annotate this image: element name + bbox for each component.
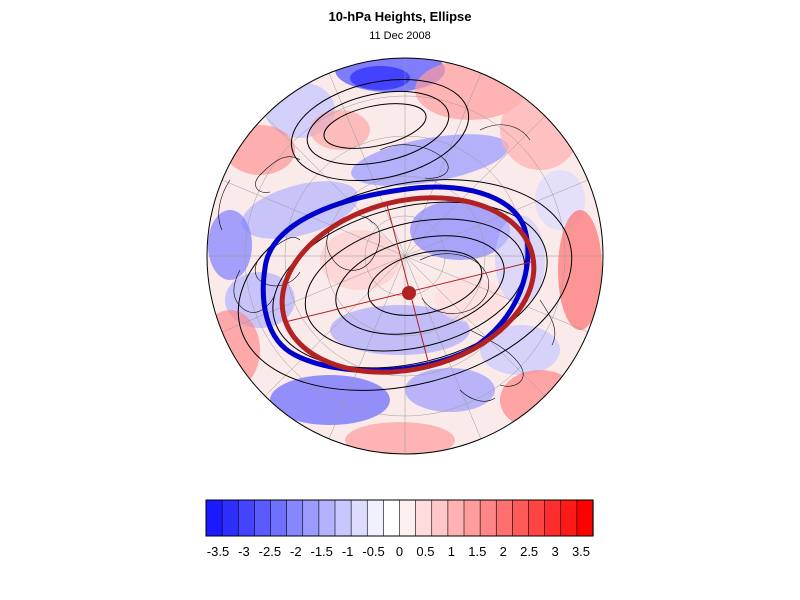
colorbar-cell	[254, 499, 272, 537]
height-contour	[323, 103, 427, 149]
anomaly-patch	[270, 375, 390, 425]
colorbar-cell	[399, 499, 417, 537]
map-date: 11 Dec 2008	[369, 30, 431, 42]
colorbar-tick-label: 2	[500, 544, 507, 559]
colorbar-tick-label: 1	[448, 544, 455, 559]
colorbar-cell	[334, 499, 352, 537]
height-contour	[335, 235, 505, 335]
colorbar-cell	[237, 499, 255, 537]
colorbar-cell	[576, 499, 594, 537]
colorbar-cell	[302, 499, 320, 537]
colorbar-cell	[205, 499, 223, 537]
coast-segment	[459, 389, 496, 402]
coast-segment	[218, 179, 231, 231]
colorbar-cell	[383, 499, 401, 537]
colorbar-cell	[560, 499, 578, 537]
colorbar-tick-label: -2.5	[259, 544, 281, 559]
coast-segment	[539, 299, 556, 346]
colorbar-cell	[366, 499, 384, 537]
height-contour	[272, 201, 548, 369]
height-contour	[306, 91, 450, 165]
fitted-ellipse	[279, 195, 537, 375]
height-contour	[237, 179, 573, 391]
vortex-edge-contour	[260, 184, 531, 374]
colorbar-cells	[205, 499, 594, 537]
colorbar-tick-label: 2.5	[520, 544, 538, 559]
anomaly-patch	[330, 305, 470, 355]
greenland-coast	[326, 215, 381, 271]
colorbar-tick-label: 1.5	[468, 544, 486, 559]
coastlines	[218, 124, 556, 402]
globe-content	[207, 58, 603, 454]
coast-segment	[233, 269, 276, 313]
colorbar-cell	[528, 499, 546, 537]
height-contours	[237, 78, 573, 391]
ellipse-minor-axis	[386, 204, 430, 366]
anomaly-patch	[410, 200, 510, 260]
colorbar-tick-label: -0.5	[362, 544, 384, 559]
anomaly-patch	[435, 278, 505, 322]
colorbar-cell	[447, 499, 465, 537]
globe-outline	[206, 57, 604, 455]
colorbar-cell	[495, 499, 513, 537]
colorbar-tick-label: 0	[396, 544, 403, 559]
colorbar-cell	[318, 499, 336, 537]
siberia-coast	[419, 253, 489, 314]
height-contour	[304, 218, 526, 352]
height-contour	[367, 250, 483, 316]
colorbar-cell	[350, 499, 368, 537]
colorbar-tick-label: -1.5	[311, 544, 333, 559]
anomaly-patch	[351, 134, 509, 186]
europe-coast	[379, 144, 449, 179]
anomaly-patch	[320, 230, 400, 290]
colorbar-tick-label: -3	[238, 544, 250, 559]
colorbar-cell	[221, 499, 239, 537]
colorbar-labels: -3.5 -3 -2.5 -2 -1.5 -1 -0.5 0 0.5 1 1.5 2 2.5 3 3.5	[207, 544, 590, 559]
polar-map	[206, 57, 604, 455]
colorbar-tick-label: 3.5	[572, 544, 590, 559]
colorbar-tick-label: -3.5	[207, 544, 229, 559]
colorbar-cell	[415, 499, 433, 537]
colorbar-cell	[512, 499, 530, 537]
colorbar-tick-label: -2	[290, 544, 302, 559]
colorbar-cell	[270, 499, 288, 537]
colorbar-cell	[431, 499, 449, 537]
colorbar-cell	[463, 499, 481, 537]
anomaly-patch	[208, 210, 252, 280]
height-contour	[290, 78, 470, 182]
colorbar-cell	[286, 499, 304, 537]
colorbar-tick-label: 3	[551, 544, 558, 559]
anomaly-patch	[480, 325, 560, 375]
colorbar-cell	[544, 499, 562, 537]
colorbar-frame	[205, 499, 594, 537]
colorbar-cell	[479, 499, 497, 537]
coast-segment	[479, 124, 531, 141]
colorbar-tick-label: 0.5	[416, 544, 434, 559]
map-title: 10-hPa Heights, Ellipse	[328, 9, 472, 24]
ellipse-center-marker	[402, 286, 416, 300]
anomaly-patch	[345, 422, 455, 454]
colorbar-tick-label: -1	[342, 544, 354, 559]
